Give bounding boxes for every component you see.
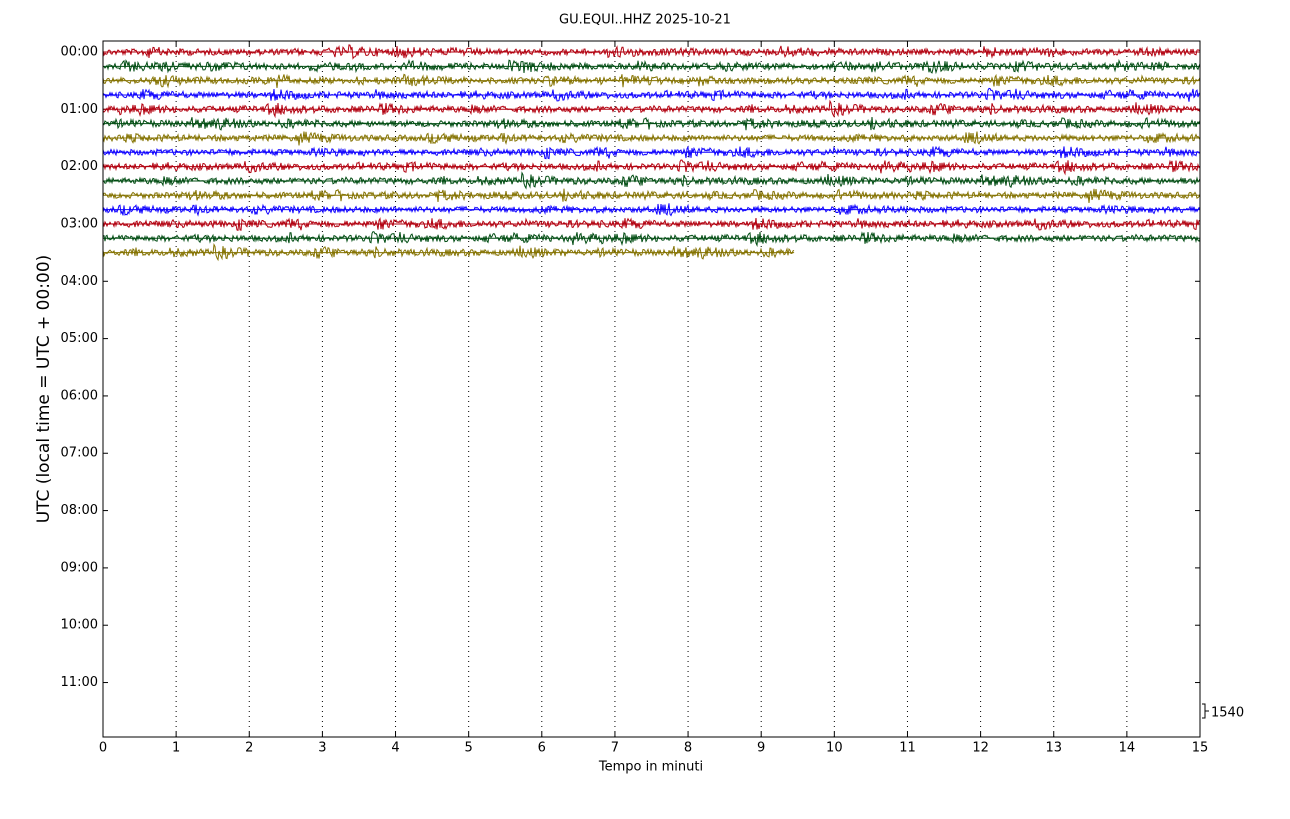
trace-noise — [102, 73, 1201, 89]
trace-noise — [102, 159, 1201, 176]
y-tick-label: 06:00 — [61, 388, 98, 403]
x-tick-label: 3 — [318, 741, 326, 756]
trace-noise — [102, 171, 1201, 190]
y-tick-label: 09:00 — [61, 560, 98, 575]
trace-noise — [102, 87, 1201, 102]
x-tick-label: 15 — [1192, 741, 1209, 756]
trace-noise — [102, 242, 795, 262]
trace-noise — [102, 217, 1201, 231]
trace-noise — [102, 116, 1201, 131]
x-tick-label: 1 — [172, 741, 180, 756]
y-tick-label: 11:00 — [61, 675, 98, 690]
trace-noise — [102, 99, 1201, 119]
x-tick-label: 8 — [684, 741, 692, 756]
y-tick-label: 07:00 — [61, 446, 98, 461]
x-tick-label: 12 — [972, 741, 989, 756]
x-tick-label: 13 — [1045, 741, 1062, 756]
y-tick-label: 04:00 — [61, 274, 98, 289]
y-tick-label: 08:00 — [61, 503, 98, 518]
y-tick-label: 00:00 — [61, 44, 98, 59]
x-tick-label: 5 — [465, 741, 473, 756]
trace-noise — [102, 231, 1201, 248]
chart-title: GU.EQUI..HHZ 2025-10-21 — [559, 13, 731, 28]
plot-frame — [102, 40, 1201, 738]
trace-noise — [102, 131, 1201, 146]
x-tick-label: 11 — [899, 741, 916, 756]
trace-noise — [102, 58, 1201, 75]
x-tick-label: 14 — [1119, 741, 1136, 756]
scale-label: 1540 — [1211, 706, 1244, 721]
scale-bar — [1202, 703, 1209, 719]
y-tick-label: 05:00 — [61, 331, 98, 346]
x-tick-label: 7 — [611, 741, 619, 756]
x-tick-label: 4 — [391, 741, 399, 756]
trace-noise — [102, 203, 1201, 217]
y-tick-label: 02:00 — [61, 159, 98, 174]
x-tick-label: 6 — [538, 741, 546, 756]
trace-noise — [102, 145, 1200, 160]
y-tick-label: 01:00 — [61, 102, 98, 117]
x-tick-label: 0 — [99, 741, 107, 756]
trace-noise — [102, 188, 1201, 203]
y-axis-label: UTC (local time = UTC + 00:00) — [34, 255, 54, 524]
x-tick-label: 9 — [757, 741, 765, 756]
x-tick-label: 10 — [826, 741, 843, 756]
x-axis-label: Tempo in minuti — [598, 760, 703, 775]
x-tick-label: 2 — [245, 741, 253, 756]
y-tick-label: 10:00 — [61, 618, 98, 633]
trace-noise — [102, 44, 1201, 60]
y-tick-label: 03:00 — [61, 216, 98, 231]
